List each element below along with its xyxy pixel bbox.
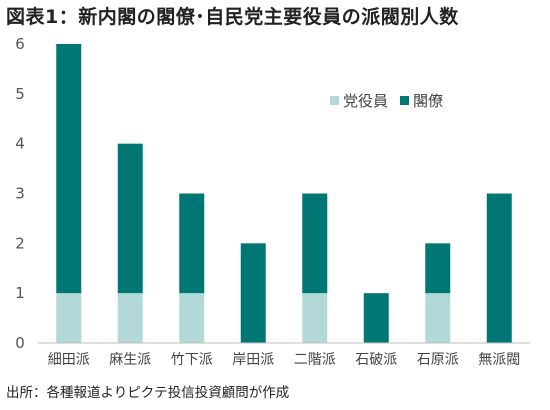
x-tick-label: 麻生派 xyxy=(109,352,151,368)
source-note: 出所：各種報道よりピクテ投信投資顧問が作成 xyxy=(6,385,290,401)
y-axis: 0 1 2 3 4 5 6 xyxy=(15,35,25,352)
legend-swatch xyxy=(400,96,409,105)
y-tick-label: 1 xyxy=(15,284,25,302)
bar-party-officers xyxy=(179,293,205,343)
y-tick-label: 6 xyxy=(15,35,25,53)
y-tick-label: 0 xyxy=(15,334,25,352)
bar-cabinet-ministers xyxy=(302,193,328,294)
y-tick-label: 4 xyxy=(15,135,25,153)
legend-label: 閣僚 xyxy=(413,92,443,110)
bar-cabinet-ministers xyxy=(425,243,451,294)
x-tick-label: 石破派 xyxy=(355,352,397,368)
bar-party-officers xyxy=(302,293,328,343)
x-tick-label: 岸田派 xyxy=(232,352,274,368)
legend-label: 党役員 xyxy=(343,92,388,110)
legend: 党役員 閣僚 xyxy=(330,92,443,110)
bar-cabinet-ministers xyxy=(179,193,205,294)
chart-title: 図表1：新内閣の閣僚･自民党主要役員の派閥別人数 xyxy=(6,6,459,28)
y-tick-label: 2 xyxy=(15,234,25,252)
bar-party-officers xyxy=(425,293,451,343)
x-tick-label: 二階派 xyxy=(294,352,336,368)
x-axis: 細田派 麻生派 竹下派 岸田派 二階派 石破派 石原派 無派閥 xyxy=(48,352,521,368)
y-tick-label: 3 xyxy=(15,185,25,203)
bar-cabinet-ministers xyxy=(240,243,266,343)
bar-cabinet-ministers xyxy=(56,44,82,294)
bar-cabinet-ministers xyxy=(486,193,512,343)
x-tick-label: 細田派 xyxy=(48,352,90,368)
bar-cabinet-ministers xyxy=(117,143,143,294)
x-tick-label: 無派閥 xyxy=(478,352,520,368)
x-tick-label: 石原派 xyxy=(417,352,459,368)
legend-swatch xyxy=(330,96,339,105)
x-tick-label: 竹下派 xyxy=(171,352,213,368)
bar-party-officers xyxy=(117,293,143,343)
y-tick-label: 5 xyxy=(15,85,25,103)
stacked-bar-chart: 0 1 2 3 4 5 6 細田派 麻生派 竹下派 岸田派 二階派 石破派 石原派 無派閥 党役員 閣僚 xyxy=(15,35,530,368)
bars xyxy=(56,44,512,343)
bar-party-officers xyxy=(56,293,82,343)
bar-cabinet-ministers xyxy=(363,293,389,343)
